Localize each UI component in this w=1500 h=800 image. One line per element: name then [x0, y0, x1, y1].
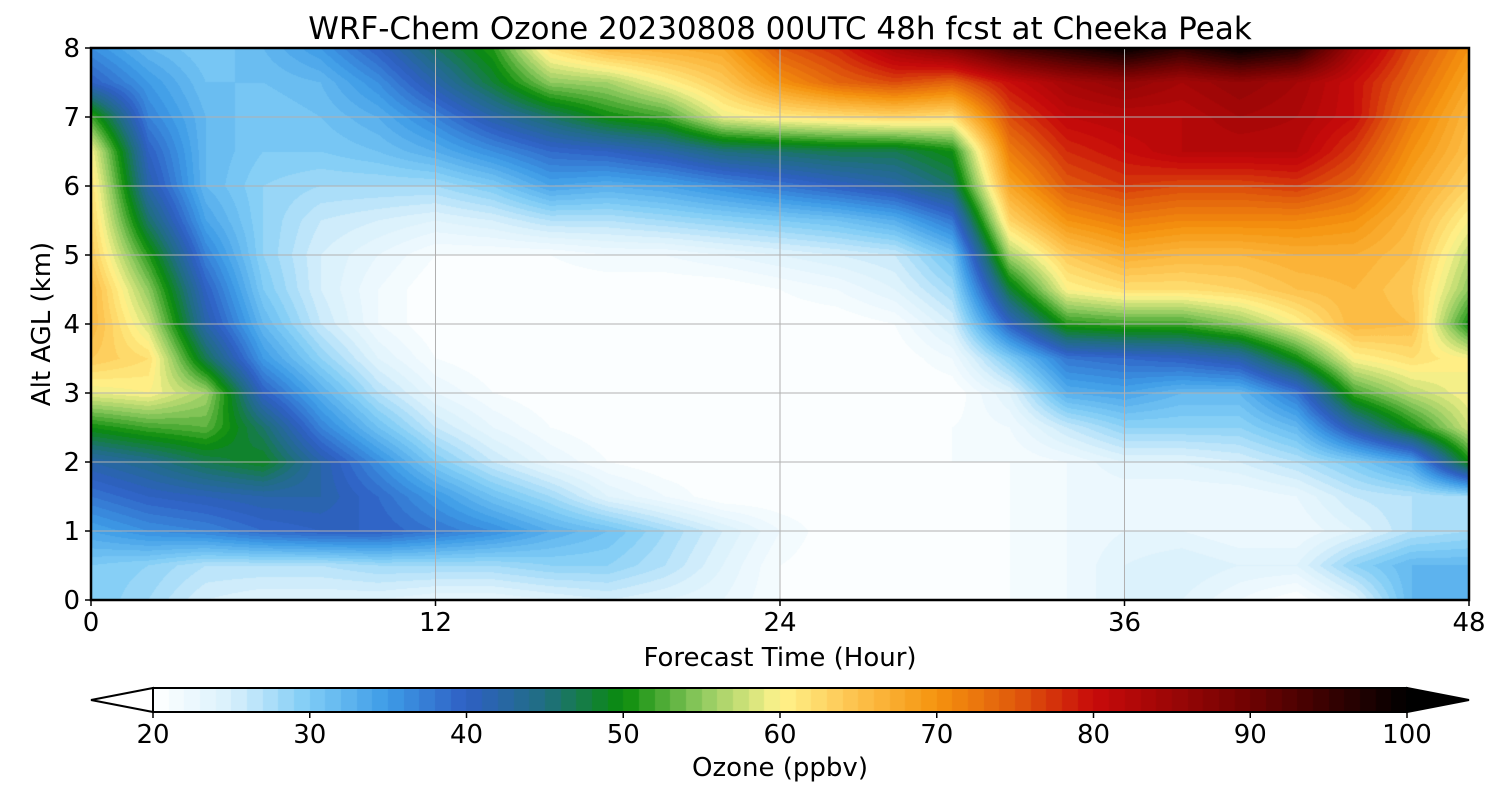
x-tick-label: 36 — [1108, 608, 1141, 638]
colorbar-tick-label: 60 — [763, 720, 796, 750]
colorbar-low-extension — [90, 686, 154, 714]
colorbar-tick-label: 90 — [1234, 720, 1267, 750]
colorbar-label: Ozone (ppbv) — [692, 753, 868, 783]
gridlines — [91, 48, 1469, 600]
y-tick-label: 6 — [63, 172, 80, 202]
colorbar-gradient — [153, 688, 1407, 712]
x-tick-label: 48 — [1452, 608, 1485, 638]
x-axis-label: Forecast Time (Hour) — [643, 643, 916, 673]
colorbar-tick-label: 30 — [293, 720, 326, 750]
colorbar-tick-label: 40 — [450, 720, 483, 750]
colorbar-tick-label: 100 — [1382, 720, 1432, 750]
colorbar: 20 30 40 50 60 70 80 90 100 Ozone (ppbv) — [90, 686, 1470, 783]
colorbar-tick-label: 20 — [136, 720, 169, 750]
y-tick-label: 7 — [63, 103, 80, 133]
x-tick-label: 12 — [419, 608, 452, 638]
y-tick-label: 5 — [63, 241, 80, 271]
y-axis-label: Alt AGL (km) — [27, 242, 57, 406]
y-tick-label: 8 — [63, 34, 80, 64]
y-axis-ticks: 0 1 2 3 4 5 6 7 8 — [63, 34, 91, 616]
y-tick-label: 4 — [63, 310, 80, 340]
colorbar-high-extension — [1406, 686, 1470, 714]
plot-area — [89, 46, 1471, 602]
x-tick-label: 0 — [83, 608, 100, 638]
y-tick-label: 2 — [63, 448, 80, 478]
colorbar-tick-label: 80 — [1077, 720, 1110, 750]
colorbar-tick-label: 50 — [607, 720, 640, 750]
x-tick-label: 24 — [763, 608, 796, 638]
colorbar-ticks: 20 30 40 50 60 70 80 90 100 — [136, 712, 1432, 750]
colorbar-tick-label: 70 — [920, 720, 953, 750]
y-tick-label: 1 — [63, 517, 80, 547]
y-tick-label: 3 — [63, 379, 80, 409]
chart-title: WRF-Chem Ozone 20230808 00UTC 48h fcst a… — [308, 11, 1252, 47]
x-axis-ticks: 0 12 24 36 48 — [83, 600, 1486, 638]
y-tick-label: 0 — [63, 586, 80, 616]
